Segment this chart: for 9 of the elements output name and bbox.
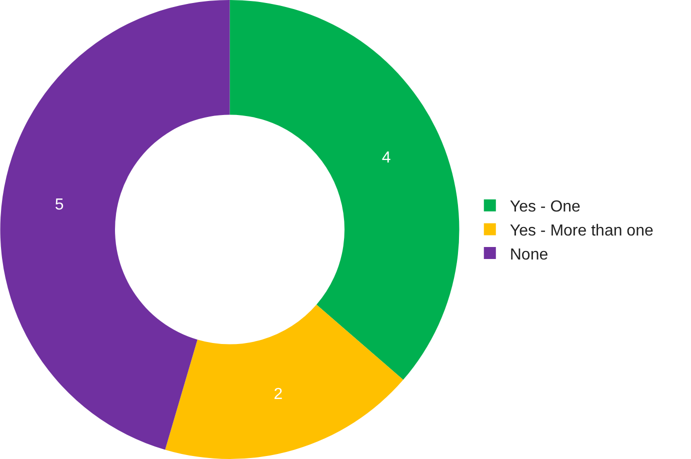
legend-label: Yes - One [510, 198, 581, 216]
data-label: 2 [274, 386, 283, 404]
data-label: 4 [382, 149, 391, 166]
donut-slice [165, 304, 404, 459]
legend-label: None [510, 246, 548, 264]
donut-slice [0, 0, 230, 450]
data-label: 5 [54, 196, 64, 214]
donut-slice [230, 0, 459, 380]
legend-label: Yes - More than one [510, 222, 654, 240]
